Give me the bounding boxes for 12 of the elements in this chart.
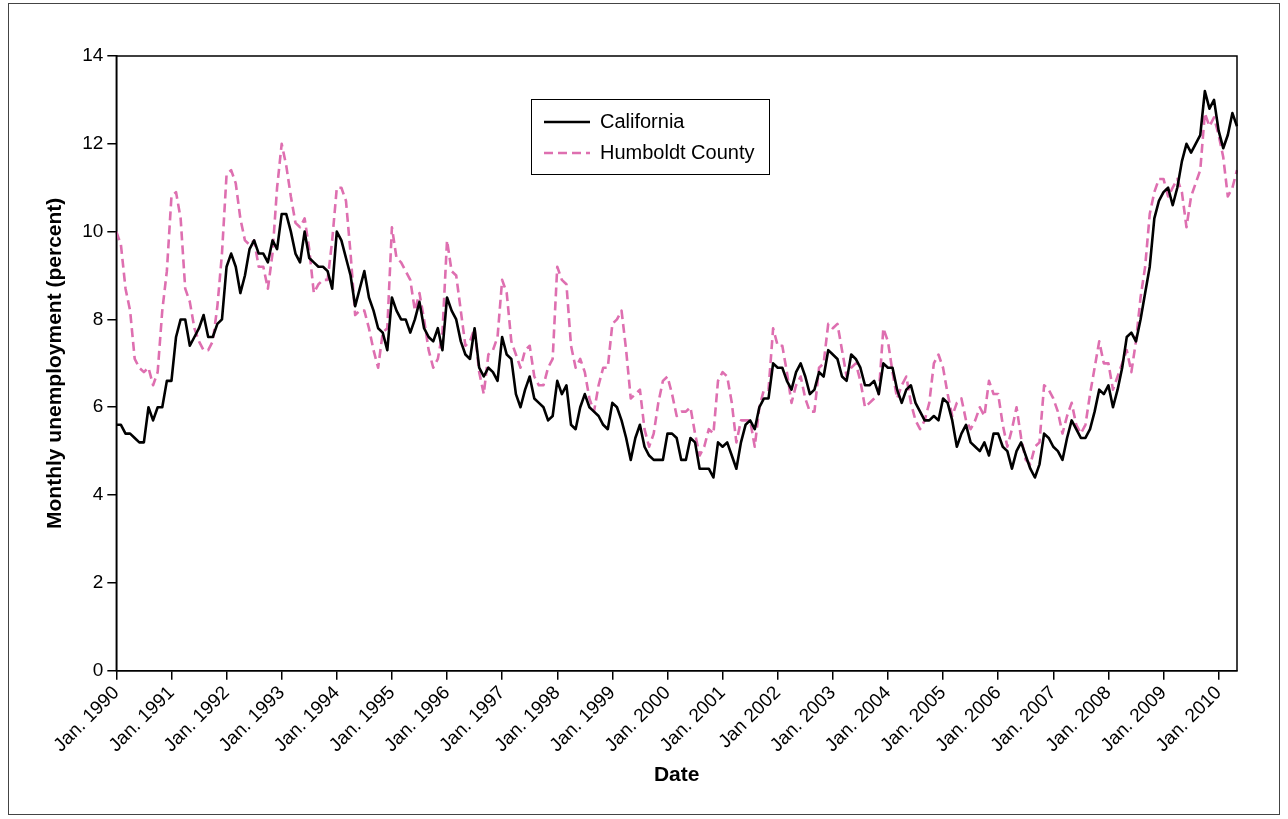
legend-label: California [599, 110, 685, 134]
y-axis-title: Monthly unemployment (percent) [42, 197, 66, 530]
y-tick-label: 8 [92, 307, 104, 329]
y-tick-label: 6 [92, 395, 104, 417]
y-tick-label: 2 [92, 571, 104, 593]
y-tick-label: 0 [92, 658, 104, 680]
y-tick-label: 4 [92, 483, 104, 505]
y-tick-label: 14 [82, 44, 104, 66]
y-tick-label: 12 [82, 132, 104, 154]
x-axis-title: Date [653, 762, 700, 786]
y-tick-label: 10 [82, 219, 104, 241]
legend-label: Humboldt County [599, 141, 755, 165]
